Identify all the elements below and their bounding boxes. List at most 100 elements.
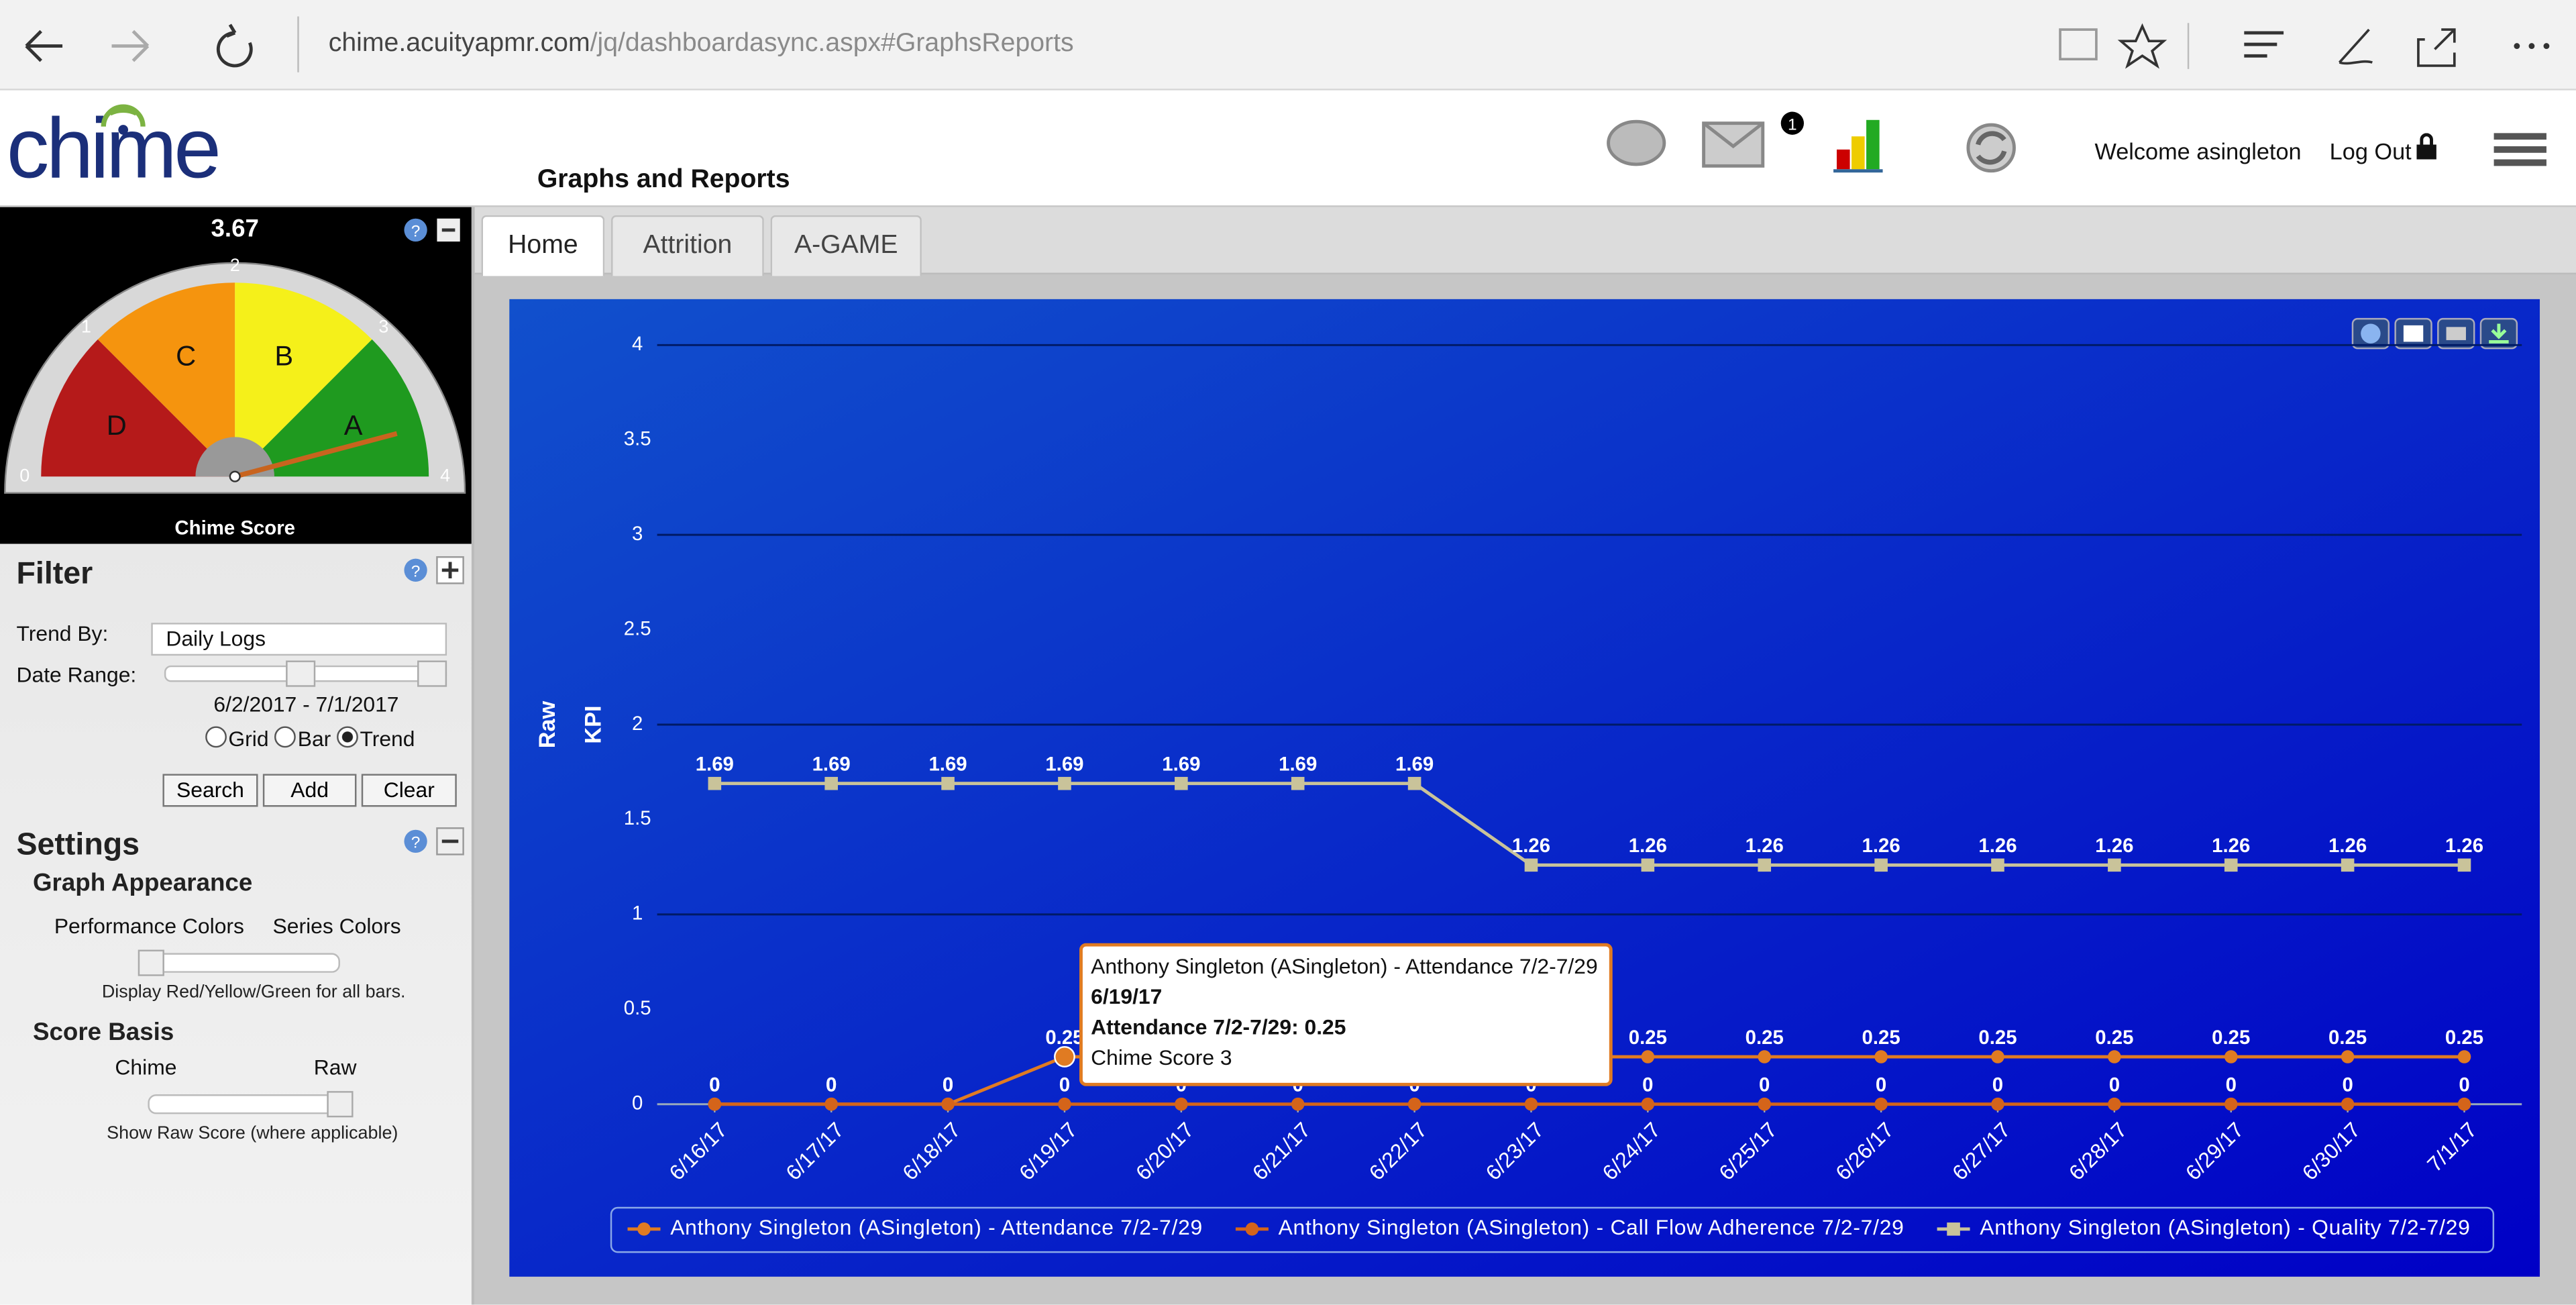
value-label: 1.69 xyxy=(1045,753,1083,776)
point xyxy=(1058,776,1071,790)
slider-handle[interactable] xyxy=(417,660,447,687)
toggle[interactable] xyxy=(148,953,340,973)
y-tick-label: 3 xyxy=(632,523,643,545)
nav-icons[interactable] xyxy=(16,19,295,72)
chart-tools[interactable] xyxy=(2351,317,2518,350)
button[interactable]: Clear xyxy=(361,774,457,807)
header-icons[interactable]: 1 xyxy=(1602,110,1898,186)
gauge-sector xyxy=(97,282,235,477)
color-note: Display Red/Yellow/Green for all bars. xyxy=(101,982,406,1002)
settings-controls[interactable]: ? xyxy=(401,827,467,856)
share[interactable] xyxy=(2417,28,2456,67)
browser-bar: chime.acuityapmr.com/jq/dashboardasync.a… xyxy=(0,0,2576,91)
view-option[interactable]: Trend xyxy=(360,726,415,751)
point xyxy=(1991,858,2004,872)
gauge-sector xyxy=(235,282,372,477)
color-option: Series Colors xyxy=(272,913,401,939)
gauge-sector xyxy=(41,339,235,477)
decoration xyxy=(2361,323,2381,344)
toggle-handle[interactable] xyxy=(327,1091,354,1118)
gauge-tick-label: 3 xyxy=(378,317,388,337)
trend-by-select[interactable]: Daily Logs xyxy=(151,623,447,656)
view-options: Grid Bar Trend xyxy=(205,726,415,751)
point xyxy=(1175,1097,1188,1111)
notes[interactable] xyxy=(2339,28,2373,65)
reading-view[interactable] xyxy=(2059,28,2098,61)
decoration xyxy=(441,562,459,579)
decoration xyxy=(441,228,455,232)
decoration xyxy=(441,839,459,843)
value-label: 1.69 xyxy=(812,753,851,776)
button[interactable]: Search xyxy=(162,774,258,807)
value-label: 0.25 xyxy=(2328,1027,2367,1049)
button[interactable]: Add xyxy=(262,774,357,807)
view-option[interactable]: Grid xyxy=(228,726,269,751)
value-label: 0 xyxy=(1059,1074,1070,1096)
trend-by-label: Trend By: xyxy=(16,621,109,646)
tab[interactable]: Attrition xyxy=(611,215,764,276)
radio[interactable] xyxy=(337,726,358,748)
point xyxy=(2224,1097,2238,1111)
refresh[interactable] xyxy=(216,23,253,68)
hub[interactable] xyxy=(2244,31,2284,58)
url[interactable]: chime.acuityapmr.com/jq/dashboardasync.a… xyxy=(329,30,1074,59)
tab[interactable]: A-GAME xyxy=(770,215,922,276)
value-label: 1.26 xyxy=(1746,835,1784,857)
gauge-controls[interactable]: ? xyxy=(404,218,460,242)
point xyxy=(824,1097,838,1111)
point xyxy=(1524,1097,1538,1111)
page-title: Graphs and Reports xyxy=(537,166,790,194)
point xyxy=(1407,1097,1421,1111)
toggle-handle[interactable] xyxy=(138,949,164,976)
value-label: 0.25 xyxy=(2445,1027,2483,1049)
point xyxy=(1874,1097,1888,1111)
point xyxy=(2341,858,2355,872)
decoration xyxy=(2446,327,2466,340)
sync-icon[interactable] xyxy=(1964,120,2023,176)
decoration xyxy=(2528,43,2535,49)
point xyxy=(1758,1050,1772,1063)
decoration xyxy=(404,558,427,582)
forward[interactable] xyxy=(111,30,150,62)
decoration: ? xyxy=(411,834,421,852)
y-axis-label: KPI xyxy=(581,705,606,743)
value-label: 0.25 xyxy=(1978,1027,2017,1049)
logout[interactable]: Log Out xyxy=(2329,138,2412,164)
url-host: chime.acuityapmr.com xyxy=(328,30,590,58)
chat-icon[interactable] xyxy=(1607,119,1666,166)
more[interactable] xyxy=(2514,43,2550,49)
radio[interactable] xyxy=(205,726,227,748)
y-tick-label: 2 xyxy=(632,713,643,735)
y-tick-label: 4 xyxy=(632,333,643,355)
badge-count: 1 xyxy=(1788,115,1797,134)
back[interactable] xyxy=(25,30,63,62)
logo[interactable]: chime xyxy=(6,101,221,197)
legend-label: Anthony Singleton (ASingleton) - Quality… xyxy=(1980,1215,2470,1239)
gauge-tick-label: 4 xyxy=(440,465,450,485)
slider-handle[interactable] xyxy=(286,660,316,687)
menu-icon[interactable] xyxy=(2491,132,2550,171)
filter-title: Filter xyxy=(16,557,93,592)
browser-tools[interactable] xyxy=(2053,19,2563,72)
lock-icon[interactable] xyxy=(2415,133,2438,160)
point xyxy=(2457,1097,2471,1111)
filter-controls[interactable]: ? xyxy=(401,556,467,585)
value-label: 0 xyxy=(826,1074,837,1096)
value-label: 0.25 xyxy=(1629,1027,1667,1049)
value-label: 0 xyxy=(943,1074,953,1096)
point xyxy=(1758,858,1772,872)
tab[interactable]: Home xyxy=(481,215,605,276)
decoration xyxy=(2489,323,2509,344)
favorite[interactable] xyxy=(2117,23,2167,69)
view-option[interactable]: Bar xyxy=(297,726,331,751)
value-label: 1.26 xyxy=(1629,835,1667,857)
toggle[interactable] xyxy=(148,1094,340,1114)
point xyxy=(941,776,955,790)
decoration xyxy=(1976,131,2007,165)
badge xyxy=(1780,111,1805,135)
point xyxy=(2108,1097,2121,1111)
stats-icon[interactable] xyxy=(1833,119,1883,173)
gauge-tick-label: 2 xyxy=(230,255,240,275)
radio[interactable] xyxy=(274,726,297,748)
